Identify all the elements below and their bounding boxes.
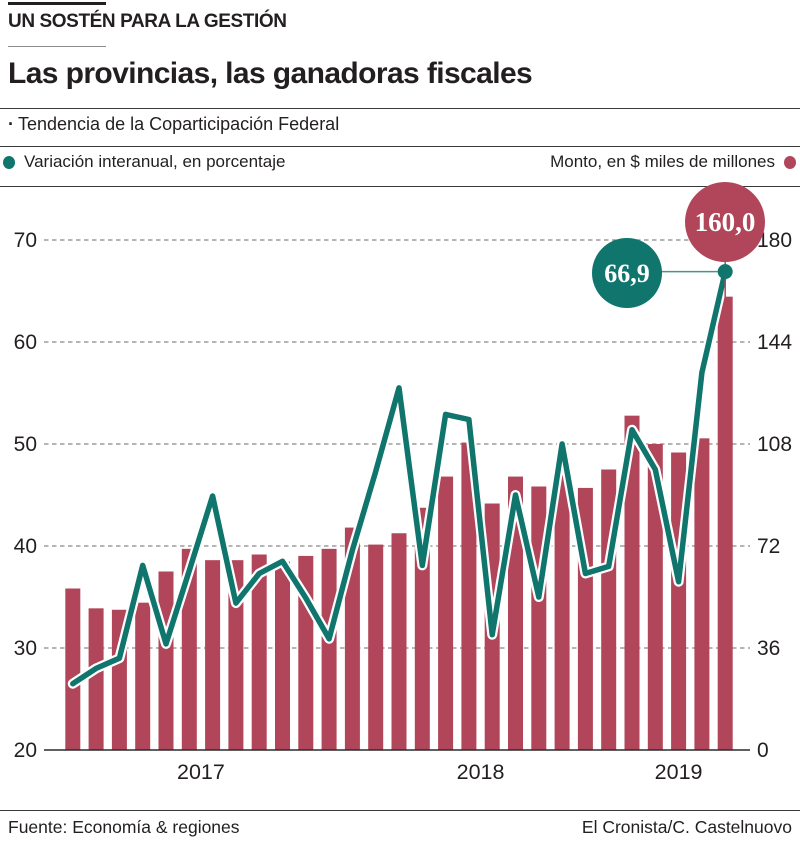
bar	[391, 533, 407, 750]
bar	[461, 442, 477, 750]
right-axis-tick-label: 144	[757, 331, 792, 354]
left-axis-tick-label: 20	[14, 739, 37, 762]
right-axis-tick-label: 180	[757, 229, 792, 252]
bar	[321, 548, 337, 750]
left-axis-tick-label: 30	[14, 637, 37, 660]
x-axis-year-label: 2017	[177, 760, 225, 784]
bar	[717, 296, 733, 750]
bar	[554, 462, 570, 750]
bar	[438, 476, 454, 750]
bar-callout-bubble	[685, 182, 765, 262]
line-series-label: Variación interanual, en porcentaje	[24, 152, 286, 171]
right-axis-tick-label: 108	[757, 433, 792, 456]
right-axis-tick-label: 0	[757, 739, 769, 762]
x-axis-year-label: 2018	[457, 760, 505, 784]
right-axis-tick-label: 72	[757, 535, 780, 558]
chart-legend: Variación interanual, en porcentaje Mont…	[0, 152, 800, 176]
line-series	[70, 268, 728, 687]
page-title: Las provincias, las ganadoras fiscales	[8, 57, 533, 90]
kicker: UN SOSTÉN PARA LA GESTIÓN	[8, 11, 287, 32]
bar	[531, 486, 547, 750]
line-callout-value: 66,9	[604, 259, 650, 288]
bar	[694, 438, 710, 750]
divider	[0, 108, 800, 109]
kicker-bottom-rule	[8, 46, 106, 47]
line-endpoint-dot	[717, 264, 733, 280]
divider	[0, 186, 800, 187]
bar	[228, 560, 244, 750]
bar	[135, 602, 151, 750]
bar	[181, 548, 197, 750]
bar	[88, 608, 104, 750]
left-axis-tick-label: 60	[14, 331, 37, 354]
kicker-top-rule	[8, 2, 106, 5]
bullet-icon: ·	[8, 114, 14, 134]
bar-callout-value: 160,0	[695, 207, 756, 237]
left-axis-tick-label: 40	[14, 535, 37, 558]
footer-rule	[0, 810, 800, 811]
source-credit: Fuente: Economía & regiones	[8, 817, 240, 837]
bar	[368, 544, 384, 750]
line-callout-bubble	[592, 238, 662, 308]
chart-subtitle: · Tendencia de la Coparticipación Federal	[8, 114, 339, 135]
bar	[158, 571, 174, 750]
bar	[275, 561, 290, 750]
author-credit: El Cronista/C. Castelnuovo	[581, 817, 792, 837]
right-axis-tick-label: 36	[757, 637, 780, 660]
legend-bar-series: Monto, en $ miles de millones	[550, 152, 796, 172]
left-axis-tick-label: 70	[14, 229, 37, 252]
bar	[647, 444, 663, 750]
bar-series-dot-icon	[784, 155, 796, 169]
bar	[205, 560, 221, 750]
left-axis-tick-label: 50	[14, 433, 37, 456]
legend-line-series: Variación interanual, en porcentaje	[3, 152, 285, 172]
line-series-dot-icon	[3, 155, 15, 169]
bar	[624, 415, 640, 750]
chart-subtitle-text: Tendencia de la Coparticipación Federal	[18, 114, 340, 134]
bar	[251, 554, 267, 750]
x-axis-year-label: 2019	[655, 760, 703, 784]
bar	[65, 588, 81, 750]
divider	[0, 146, 800, 147]
bar-series-label: Monto, en $ miles de millones	[550, 152, 775, 171]
